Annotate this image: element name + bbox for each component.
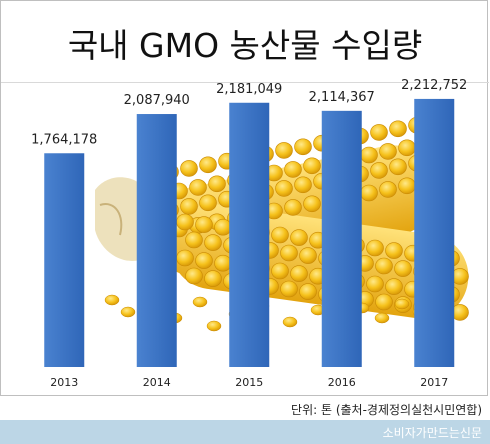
value-label-2016: 2,114,367: [309, 90, 375, 105]
x-tick-label-2017: 2017: [420, 376, 448, 389]
x-tick-label-2014: 2014: [143, 376, 171, 389]
value-label-2014: 2,087,940: [124, 93, 190, 108]
title-divider: [1, 82, 489, 83]
brand-name: 소비자가만드는신문: [382, 426, 482, 440]
bar-2017: [414, 98, 455, 367]
value-label-2015: 2,181,049: [216, 82, 282, 97]
bar-2014: [136, 114, 177, 367]
bar-2016: [321, 110, 362, 367]
value-label-2017: 2,212,752: [401, 78, 467, 93]
x-tick-label-2015: 2015: [235, 376, 263, 389]
brand-bar: 소비자가만드는신문: [0, 420, 490, 444]
x-tick-label-2013: 2013: [50, 376, 78, 389]
bar-chart: 1,764,178 2,087,940 2,181,049 2,114,367 2,21…: [31, 78, 469, 389]
chart-title: 국내 GMO 농산물 수입량: [67, 26, 423, 65]
value-label-2013: 1,764,178: [31, 132, 97, 147]
bar-2013: [44, 153, 85, 367]
unit-source-note: 단위: 톤 (출처-경제정의실천시민연합): [291, 403, 482, 417]
bar-2015: [229, 102, 270, 368]
x-tick-label-2016: 2016: [328, 376, 356, 389]
